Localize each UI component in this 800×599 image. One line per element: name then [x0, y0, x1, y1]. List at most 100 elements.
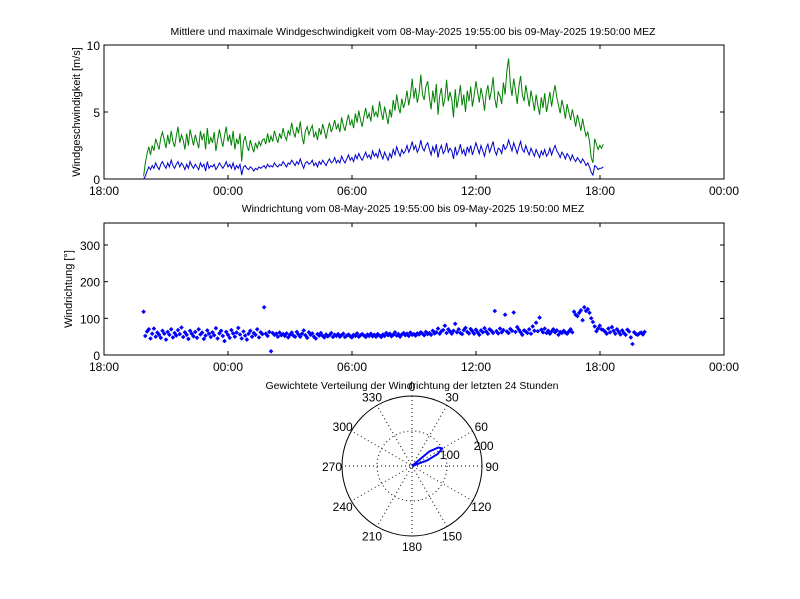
direction-marker	[205, 328, 210, 333]
direction-marker	[520, 332, 525, 338]
speed-y-axis: 0 5 10	[87, 39, 724, 187]
direction-marker	[167, 332, 172, 338]
direction-marker	[291, 333, 296, 338]
speed-series-group	[143, 58, 604, 180]
direction-marker	[267, 329, 272, 335]
direction-marker	[471, 331, 477, 336]
direction-marker	[502, 312, 508, 317]
direction-marker	[358, 332, 363, 338]
polar-ring-100	[376, 430, 448, 502]
direction-marker	[442, 323, 448, 328]
direction-marker	[459, 331, 465, 337]
direction-marker	[564, 331, 570, 336]
direction-marker	[304, 335, 310, 341]
direction-marker	[232, 334, 238, 339]
direction-marker	[220, 333, 226, 339]
polar-angle-label: 150	[442, 529, 462, 543]
direction-marker	[287, 332, 293, 338]
direction-marker	[241, 329, 246, 334]
direction-marker	[316, 333, 322, 338]
direction-marker	[194, 335, 200, 341]
direction-marker	[518, 330, 523, 335]
direction-marker	[201, 336, 207, 342]
polar-radial-label: 200	[474, 439, 494, 453]
direction-marker	[618, 332, 623, 337]
direction-y-tick-label: 200	[80, 276, 100, 290]
direction-marker	[580, 317, 585, 323]
speed-y-axis-label: Windgeschwindigkeit [m/s]	[71, 47, 83, 177]
direction-marker	[437, 331, 442, 336]
direction-marker	[294, 329, 300, 335]
direction-marker	[265, 333, 270, 339]
direction-marker	[582, 305, 587, 310]
speed-x-tick-label: 00:00	[709, 184, 739, 198]
direction-marker	[578, 308, 584, 313]
direction-x-tick-label: 12:00	[461, 360, 491, 374]
direction-marker	[501, 327, 506, 333]
direction-marker	[465, 329, 470, 335]
direction-marker	[353, 333, 358, 339]
polar-angle-label: 180	[402, 540, 422, 554]
direction-marker	[237, 332, 243, 337]
direction-marker	[380, 332, 386, 337]
direction-marker	[542, 326, 547, 331]
direction-marker	[478, 328, 484, 333]
direction-marker	[215, 336, 220, 341]
direction-marker	[210, 330, 215, 335]
direction-marker	[318, 330, 324, 336]
polar-outer-ring	[341, 395, 483, 537]
direction-marker	[633, 331, 639, 337]
direction-marker	[244, 337, 250, 342]
polar-angle-labels: 0 30 60 90 120 150 180 210 240 270 300 330	[322, 380, 499, 554]
direction-marker	[184, 332, 189, 338]
direction-marker	[597, 323, 603, 328]
speed-y-tick-label: 0	[93, 173, 100, 187]
direction-y-tick-label: 300	[80, 239, 100, 253]
direction-marker	[213, 325, 219, 331]
direction-marker	[275, 334, 281, 339]
direction-marker	[521, 328, 527, 333]
direction-x-tick-label: 18:00	[89, 360, 119, 374]
direction-marker	[298, 334, 303, 339]
direction-y-tick-label: 0	[93, 349, 100, 363]
direction-marker	[495, 331, 501, 336]
direction-marker	[162, 331, 167, 336]
direction-marker	[452, 321, 458, 327]
polar-angle-label: 210	[362, 529, 382, 543]
direction-marker	[153, 334, 158, 339]
direction-marker	[425, 331, 430, 337]
polar-grid	[341, 395, 483, 537]
direction-marker	[397, 334, 403, 339]
direction-marker	[351, 332, 356, 338]
direction-marker	[626, 329, 632, 334]
direction-marker	[456, 327, 461, 332]
direction-marker	[292, 334, 298, 339]
direction-marker	[261, 305, 267, 310]
direction-marker	[532, 328, 537, 334]
direction-marker	[349, 335, 355, 340]
direction-marker	[163, 337, 169, 342]
direction-marker	[444, 330, 449, 336]
direction-marker	[196, 327, 201, 332]
speed-x-tick-label: 00:00	[213, 184, 243, 198]
direction-marker	[535, 328, 541, 334]
polar-direction-line	[411, 446, 444, 467]
direction-marker	[387, 331, 393, 336]
direction-marker	[440, 327, 446, 333]
direction-marker	[182, 330, 188, 335]
polar-angle-label: 300	[333, 420, 353, 434]
speed-panel: Mittlere und maximale Windgeschwindigkei…	[71, 26, 739, 198]
direction-marker	[606, 326, 611, 331]
direction-marker	[575, 313, 580, 319]
direction-marker	[604, 331, 609, 336]
direction-marker	[254, 327, 260, 332]
direction-marker	[208, 334, 214, 340]
direction-marker	[175, 327, 181, 333]
direction-marker	[180, 334, 186, 340]
direction-marker	[525, 330, 530, 336]
direction-marker	[341, 331, 346, 336]
direction-marker	[203, 333, 208, 338]
polar-angle-label: 240	[333, 500, 353, 514]
polar-angle-label: 30	[445, 391, 459, 405]
direction-marker	[354, 331, 360, 336]
